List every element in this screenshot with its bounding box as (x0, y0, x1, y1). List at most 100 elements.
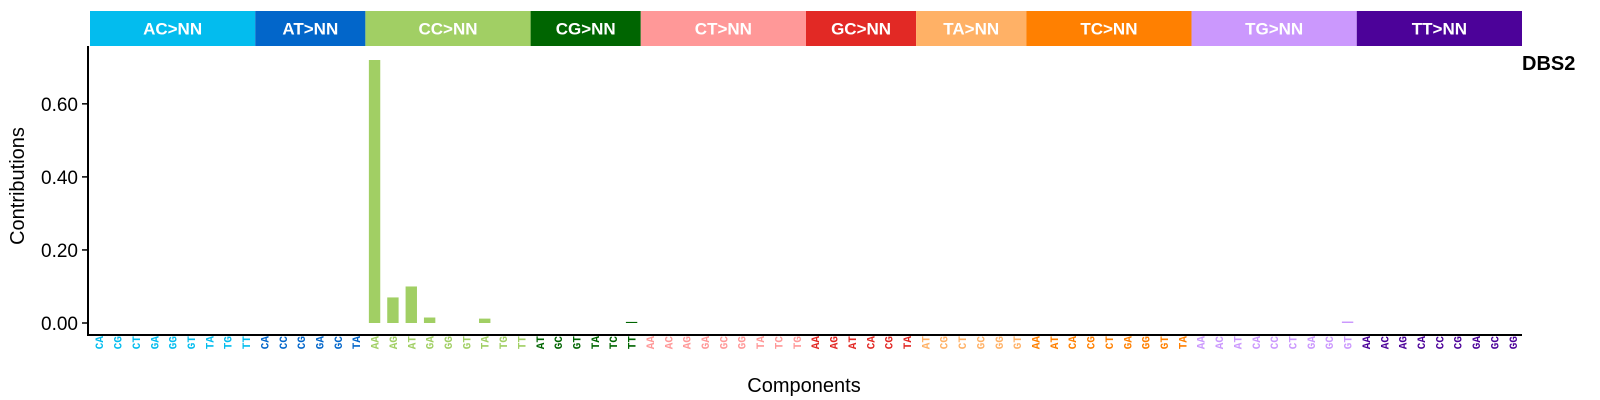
x-category-label: AG (1399, 336, 1411, 350)
x-category-label: AG (683, 336, 695, 350)
group-strip-label: CG>NN (556, 20, 616, 39)
group-strip-label: TA>NN (943, 20, 999, 39)
x-category-label: AT (1233, 336, 1245, 350)
y-ticks: 0.00 0.20 0.40 0.60 (41, 95, 88, 335)
x-category-label: GG (738, 336, 750, 350)
x-category-label: GG (444, 336, 456, 350)
x-category-label: CG (297, 336, 309, 350)
x-category-label: GT (573, 336, 585, 350)
x-category-label: GT (462, 336, 474, 350)
x-category-label: GC (1490, 336, 1502, 350)
x-category-label: CG (1454, 336, 1466, 350)
y-axis-title: Contributions (7, 127, 29, 245)
x-category-label: CA (866, 336, 878, 350)
group-strip-label: TT>NN (1412, 20, 1467, 39)
x-category-label: AC (664, 336, 676, 350)
x-category-label: CG (114, 336, 126, 350)
x-category-label: GT (1013, 336, 1025, 350)
group-strip-ta-to-nn (916, 11, 1027, 46)
group-strip-label: CT>NN (695, 20, 752, 39)
bar (387, 297, 399, 323)
x-category-label: AA (1362, 336, 1374, 350)
x-category-label: CA (1417, 336, 1429, 350)
x-category-label: TA (591, 336, 603, 350)
group-strip-label: GC>NN (831, 20, 891, 39)
x-category-label: TA (1178, 336, 1190, 350)
x-category-label: GA (426, 336, 438, 350)
x-category-label: GC (1325, 336, 1337, 350)
x-category-label: CT (1289, 336, 1301, 350)
y-tick-label: 0.00 (41, 314, 78, 335)
bar (405, 286, 417, 323)
x-category-labels: CA CG CT GA GG GT TA TG TT CA CC CG GA GC TA AA AG AT GA GG… (95, 336, 1521, 350)
x-category-label: AT (921, 336, 933, 350)
x-category-label: CT (132, 336, 144, 350)
x-category-label: AT (848, 336, 860, 350)
x-category-label: GC (976, 336, 988, 350)
bar (368, 60, 381, 323)
x-category-label: GG (1509, 336, 1521, 350)
x-category-label: AT (1050, 336, 1062, 350)
group-strip-ct-to-nn (640, 11, 806, 46)
x-category-label: AC (1215, 336, 1227, 350)
group-strip-cc-to-nn (365, 11, 531, 46)
x-category-label: CG (885, 336, 897, 350)
x-category-label: GA (701, 336, 713, 350)
group-strip-label: AT>NN (282, 20, 338, 39)
x-category-label: CA (1252, 336, 1264, 350)
group-strip-tg-to-nn (1191, 11, 1357, 46)
x-category-label: GC (334, 336, 346, 350)
group-strip-ac-to-nn (90, 11, 256, 46)
x-category-label: TT (242, 336, 254, 350)
x-category-label: AA (1031, 336, 1043, 350)
bar (1341, 321, 1354, 323)
x-category-label: GA (315, 336, 327, 350)
x-category-label: CC (279, 336, 291, 350)
group-strip-tc-to-nn (1026, 11, 1192, 46)
x-category-label: GA (1472, 336, 1484, 350)
x-category-label: TG (793, 336, 805, 350)
group-strip-label: CC>NN (418, 20, 477, 39)
x-category-label: GT (187, 336, 199, 350)
x-category-label: TA (205, 336, 217, 350)
x-category-label: TA (352, 336, 364, 350)
x-category-label: GA (150, 336, 162, 350)
group-strip-tt-to-nn (1356, 11, 1522, 46)
x-category-label: AT (407, 336, 419, 350)
bars (368, 60, 1354, 323)
x-category-label: GT (1160, 336, 1172, 350)
x-category-label: AA (371, 336, 383, 350)
x-category-label: CT (1105, 336, 1117, 350)
x-category-label: GA (1123, 336, 1135, 350)
x-category-label: TT (517, 336, 529, 350)
group-strip-label: AC>NN (143, 20, 202, 39)
x-category-label: AG (389, 336, 401, 350)
x-category-label: AG (830, 336, 842, 350)
x-category-label: AC (1380, 336, 1392, 350)
x-category-label: CG (940, 336, 952, 350)
x-category-label: GA (1307, 336, 1319, 350)
x-category-label: GG (995, 336, 1007, 350)
x-category-label: CT (958, 336, 970, 350)
x-category-label: CA (95, 336, 107, 350)
group-strip-label: TC>NN (1080, 20, 1137, 39)
x-category-label: AA (646, 336, 658, 350)
axes (87, 46, 1522, 336)
x-category-label: TA (903, 336, 915, 350)
x-category-label: CA (1068, 336, 1080, 350)
x-category-label: GC (554, 336, 566, 350)
x-category-label: AA (1197, 336, 1209, 350)
x-category-label: CC (1435, 336, 1447, 350)
x-category-label: GG (1142, 336, 1154, 350)
x-category-label: AA (811, 336, 823, 350)
x-category-label: TT (628, 336, 640, 350)
group-strip-at-to-nn (255, 11, 366, 46)
bar (625, 321, 638, 323)
x-category-label: CA (260, 336, 272, 350)
x-category-label: CC (1270, 336, 1282, 350)
x-category-label: TA (481, 336, 493, 350)
group-strip-label: TG>NN (1245, 20, 1303, 39)
group-strip-cg-to-nn (530, 11, 641, 46)
